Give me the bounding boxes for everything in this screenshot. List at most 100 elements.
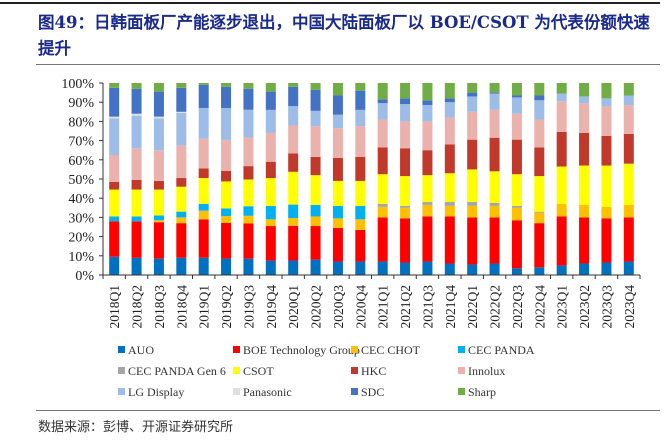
legend-item-panasonic: Panasonic — [233, 385, 292, 400]
legend-label: SDC — [361, 385, 385, 399]
legend-item-auo: AUO — [118, 343, 154, 358]
legend-swatch — [233, 367, 240, 374]
bar-segment-auo — [153, 258, 164, 275]
bar-segment-hkc — [489, 137, 500, 172]
bar-segment-csot — [623, 163, 634, 205]
bar-segment-innolux — [355, 126, 366, 157]
legend-label: CEC PANDA Gen 6 — [128, 364, 226, 378]
bar-segment-lg-display — [377, 103, 388, 120]
x-tick-label: 2020Q2 — [309, 285, 324, 329]
bar-segment-innolux — [623, 105, 634, 134]
bar-stack-2023Q2 — [579, 83, 590, 275]
legend-item-lg-display: LG Display — [118, 385, 184, 400]
bar-segment-cec-chot — [422, 204, 433, 217]
bar-segment-auo — [377, 261, 388, 275]
bar-segment-sdc — [332, 95, 343, 115]
bottom-rule — [36, 410, 660, 411]
bar-segment-lg-display — [131, 115, 142, 149]
legend-swatch — [118, 388, 125, 395]
bar-segment-sharp — [511, 83, 522, 96]
bar-segment-sdc — [221, 86, 232, 109]
x-tick-label: 2022Q4 — [532, 285, 547, 329]
bar-segment-sharp — [332, 83, 343, 96]
bar-segment-sharp — [444, 83, 455, 99]
bar-segment-auo — [579, 263, 590, 275]
bar-segment-csot — [176, 186, 187, 212]
x-tick-label: 2021Q1 — [376, 285, 391, 329]
bar-segment-panasonic — [176, 111, 187, 113]
bar-segment-hkc — [288, 153, 299, 172]
bar-segment-cec-chot — [511, 207, 522, 221]
bar-segment-boe-technology-group — [422, 216, 433, 262]
bar-segment-hkc — [221, 170, 232, 182]
bar-segment-cec-chot — [221, 216, 232, 223]
x-tick-label: 2019Q4 — [264, 285, 279, 329]
bar-segment-sdc — [153, 91, 164, 117]
bar-segment-lg-display — [332, 114, 343, 129]
stacked-bar-chart: 0% 10% 20% 30% 40% 50% 60% 70% 80% 90% 100% 2018Q1… — [61, 77, 641, 329]
bar-segment-csot — [310, 175, 321, 205]
bar-segment-boe-technology-group — [511, 220, 522, 269]
legend-swatch — [233, 346, 240, 353]
bar-segment-cec-panda-gen-6 — [400, 205, 411, 208]
bar-segment-sdc — [131, 88, 142, 114]
legend-label: AUO — [128, 343, 154, 357]
bar-segment-auo — [444, 263, 455, 275]
y-axis: 0% 10% 20% 30% 40% 50% 60% 70% 80% 90% 100% — [61, 77, 104, 284]
bar-segment-lg-display — [511, 97, 522, 114]
legend-item-cec-panda-gen-6: CEC PANDA Gen 6 — [118, 364, 226, 379]
y-tick-label: 90% — [68, 96, 94, 111]
x-tick-label: 2019Q3 — [241, 285, 256, 329]
y-tick-label: 0% — [75, 269, 94, 284]
bar-segment-csot — [534, 176, 545, 212]
bar-segment-sharp — [556, 83, 567, 94]
legend-swatch — [351, 346, 358, 353]
bar-segment-hkc — [579, 132, 590, 166]
x-tick-label: 2018Q1 — [107, 285, 122, 329]
y-tick-label: 70% — [68, 135, 94, 150]
bar-segment-auo — [355, 261, 366, 275]
bar-segment-sharp — [176, 83, 187, 88]
bar-segment-boe-technology-group — [131, 221, 142, 258]
bar-segment-sdc — [243, 88, 254, 110]
bar-stack-2019Q3 — [243, 83, 254, 275]
title-rule — [36, 64, 660, 65]
bar-segment-csot — [153, 189, 164, 216]
bar-segment-csot — [400, 176, 411, 206]
bar-segment-sharp — [623, 83, 634, 96]
bar-segment-innolux — [579, 103, 590, 133]
legend-item-cec-chot: CEC CHOT — [351, 343, 420, 358]
legend-label: BOE Technology Group — [243, 343, 360, 357]
y-tick-label: 50% — [68, 173, 94, 188]
bar-stack-2021Q3 — [422, 83, 433, 275]
bar-segment-sharp — [310, 83, 321, 90]
bar-stack-2019Q4 — [265, 83, 276, 275]
bars — [109, 83, 634, 275]
bar-stack-2018Q1 — [109, 83, 120, 275]
bar-segment-lg-display — [422, 105, 433, 122]
bar-segment-auo — [198, 257, 209, 275]
bar-segment-sdc — [109, 87, 120, 117]
bar-segment-sdc — [489, 92, 500, 94]
bar-segment-sdc — [534, 95, 545, 101]
bar-segment-cec-chot — [153, 220, 164, 223]
bar-segment-auo — [221, 258, 232, 275]
bar-segment-sharp — [153, 83, 164, 92]
bar-segment-innolux — [511, 113, 522, 140]
bar-segment-cec-chot — [332, 218, 343, 228]
bar-segment-boe-technology-group — [288, 225, 299, 261]
legend-label: CEC PANDA — [468, 343, 535, 357]
bar-segment-innolux — [153, 150, 164, 181]
bar-segment-sharp — [601, 83, 612, 99]
bar-segment-cec-panda — [221, 208, 232, 217]
x-axis: 2018Q1 2018Q2 2018Q3 2018Q4 2019Q1 2019Q2 2019… — [102, 274, 641, 329]
bar-segment-auo — [601, 262, 612, 275]
bar-segment-auo — [265, 260, 276, 275]
bar-segment-cec-chot — [310, 216, 321, 227]
bar-segment-hkc — [623, 133, 634, 164]
x-tick-label: 2020Q4 — [353, 285, 368, 329]
bar-segment-auo — [534, 267, 545, 275]
bar-segment-cec-panda — [176, 211, 187, 218]
bar-segment-cec-panda — [153, 215, 164, 221]
bar-segment-boe-technology-group — [265, 226, 276, 261]
